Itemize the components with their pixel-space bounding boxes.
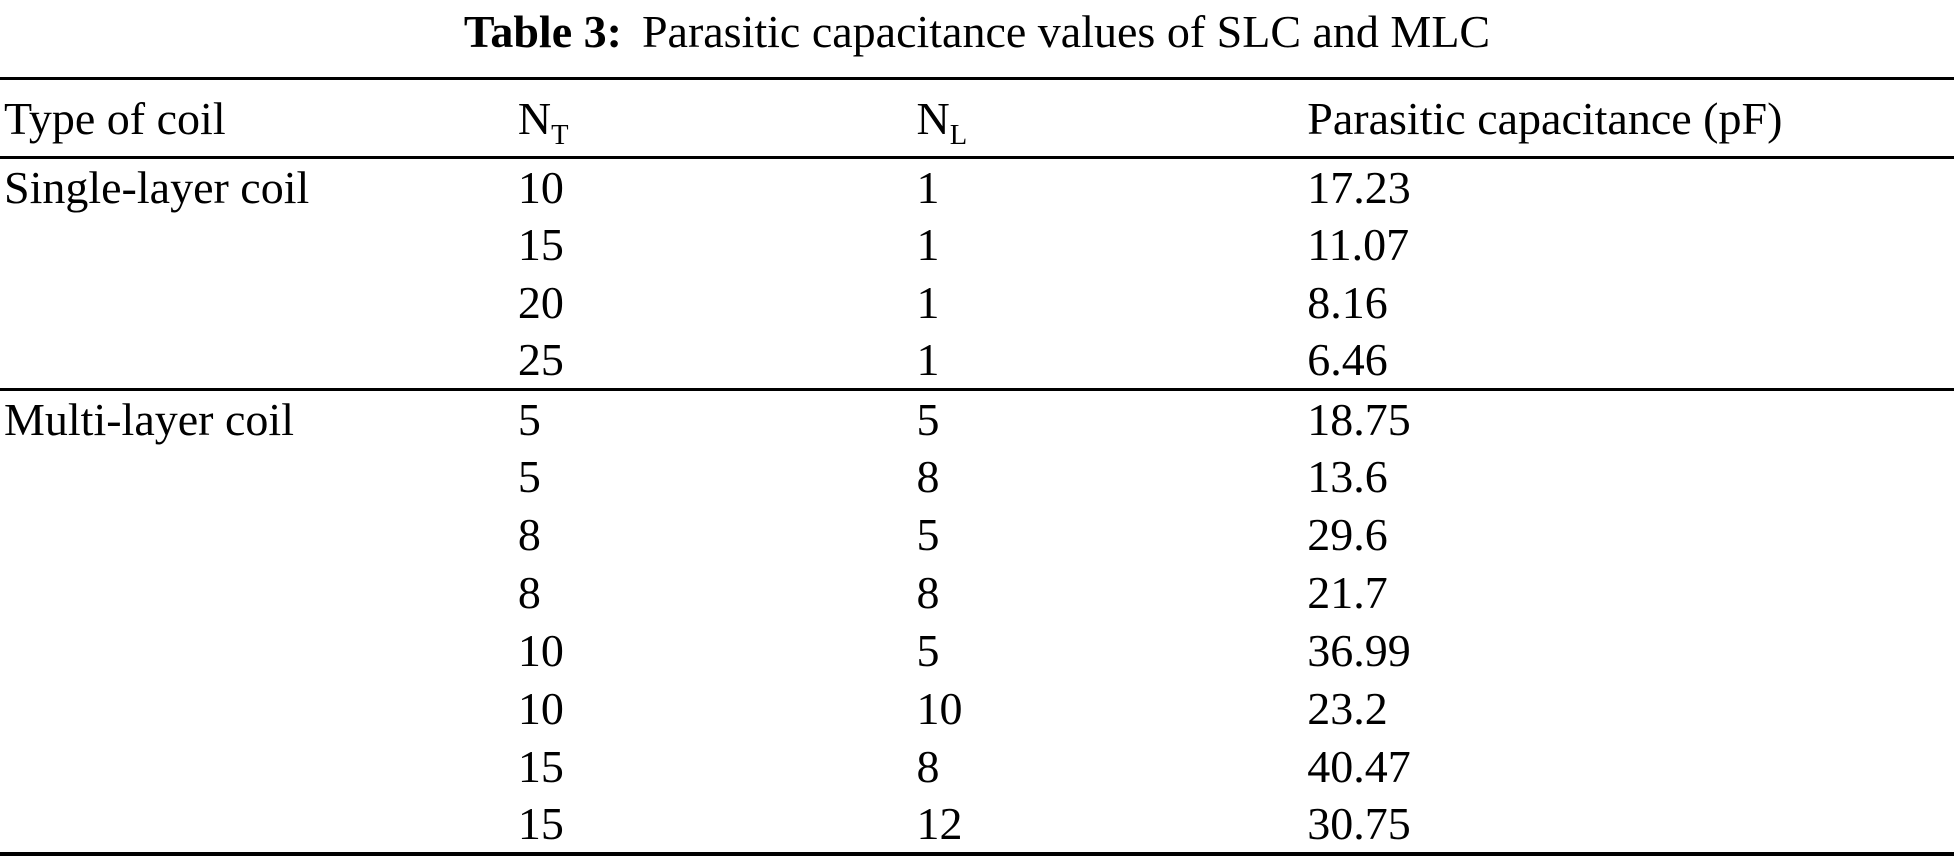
table-row: Multi-layer coil 5 5 18.75 <box>0 389 1954 448</box>
cell-coil-type <box>0 738 514 796</box>
cell-coil-type <box>0 680 514 738</box>
table-row: Single-layer coil 10 1 17.23 <box>0 158 1954 216</box>
cell-nl: 5 <box>916 393 940 445</box>
cell-capacitance: 18.75 <box>1307 393 1411 445</box>
cell-nt: 10 <box>517 161 564 213</box>
cell-capacitance: 36.99 <box>1307 625 1411 676</box>
cell-coil-type <box>0 506 514 564</box>
cell-coil-type <box>0 332 514 390</box>
cell-capacitance: 17.23 <box>1307 161 1411 213</box>
cell-nl: 1 <box>916 219 940 270</box>
cell-nt: 25 <box>517 334 564 386</box>
parasitic-capacitance-table: Type of coil NT NL Parasitic capacitance… <box>0 77 1954 856</box>
header-parasitic-capacitance: Parasitic capacitance (pF) <box>1307 92 1783 144</box>
cell-nl: 1 <box>916 161 940 213</box>
cell-nt: 20 <box>517 277 564 328</box>
cell-coil-type: Multi-layer coil <box>4 393 294 445</box>
table-caption-label: Table 3: <box>463 6 622 57</box>
cell-nl: 12 <box>916 798 963 849</box>
cell-nt: 15 <box>517 798 564 849</box>
cell-coil-type <box>0 622 514 680</box>
table-row: 15 8 40.47 <box>0 738 1954 796</box>
cell-nl: 8 <box>916 741 940 792</box>
header-nt-subscript: T <box>551 119 569 151</box>
cell-nl: 10 <box>916 683 963 734</box>
cell-nl: 1 <box>916 277 940 328</box>
header-nt: NT <box>514 79 913 158</box>
table-row: 25 1 6.46 <box>0 332 1954 390</box>
cell-nl: 8 <box>916 567 940 618</box>
header-nl-base: N <box>916 92 950 144</box>
cell-capacitance: 8.16 <box>1307 277 1388 328</box>
cell-coil-type: Single-layer coil <box>4 161 310 213</box>
cell-nt: 8 <box>517 567 541 618</box>
cell-nt: 5 <box>517 393 541 445</box>
table-caption-text: Parasitic capacitance values of SLC and … <box>641 6 1491 57</box>
header-nl-subscript: L <box>949 119 968 151</box>
header-type-of-coil: Type of coil <box>4 92 226 144</box>
table-row: 5 8 13.6 <box>0 448 1954 506</box>
cell-nt: 10 <box>517 625 564 676</box>
cell-nl: 5 <box>916 625 940 676</box>
table-row: 15 12 30.75 <box>0 796 1954 854</box>
cell-nl: 1 <box>916 334 940 386</box>
cell-coil-type <box>0 216 514 274</box>
header-nt-base: N <box>517 92 552 144</box>
cell-capacitance: 30.75 <box>1307 798 1411 849</box>
table-row: 15 1 11.07 <box>0 216 1954 274</box>
cell-capacitance: 29.6 <box>1307 509 1388 560</box>
cell-capacitance: 21.7 <box>1307 567 1388 618</box>
table-row: 8 8 21.7 <box>0 564 1954 622</box>
cell-coil-type <box>0 448 514 506</box>
cell-capacitance: 23.2 <box>1307 683 1388 734</box>
table-row: 10 5 36.99 <box>0 622 1954 680</box>
cell-coil-type <box>0 796 514 854</box>
cell-capacitance: 11.07 <box>1307 219 1410 270</box>
table-caption: Table 3: Parasitic capacitance values of… <box>0 0 1954 77</box>
cell-nt: 10 <box>517 683 564 734</box>
table-row: 8 5 29.6 <box>0 506 1954 564</box>
cell-nl: 8 <box>916 451 940 502</box>
table-row: 20 1 8.16 <box>0 274 1954 332</box>
table-header-row: Type of coil NT NL Parasitic capacitance… <box>0 78 1954 158</box>
table-row: 10 10 23.2 <box>0 680 1954 738</box>
cell-coil-type <box>0 274 514 332</box>
cell-capacitance: 40.47 <box>1307 741 1411 792</box>
header-nl: NL <box>913 79 1304 158</box>
cell-nt: 15 <box>517 219 564 270</box>
cell-nl: 5 <box>916 509 940 560</box>
cell-capacitance: 13.6 <box>1307 451 1388 502</box>
cell-coil-type <box>0 564 514 622</box>
cell-capacitance: 6.46 <box>1307 334 1388 386</box>
cell-nt: 8 <box>517 509 541 560</box>
cell-nt: 15 <box>517 741 564 792</box>
cell-nt: 5 <box>517 451 541 502</box>
